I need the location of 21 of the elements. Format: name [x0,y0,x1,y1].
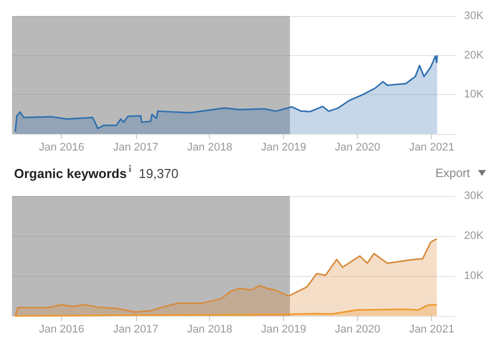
x-tick-label: Jan 2019 [260,142,306,154]
x-tick-label: Jan 2018 [187,324,232,336]
x-tick-label: Jan 2016 [38,142,84,154]
x-tick-label: Jan 2019 [260,324,306,336]
chart-title: Organic keywords [14,166,127,180]
x-tick-label: Jan 2017 [113,324,158,336]
chart-subtitle: 19,370 [138,166,178,180]
x-tick-label: Jan 2016 [38,324,84,336]
y-tick-label: 30K [464,10,484,22]
x-tick-label: Jan 2020 [334,142,380,154]
x-tick-label: Jan 2018 [187,142,232,154]
text: Export [435,166,470,180]
x-tick-label: Jan 2021 [409,324,454,336]
x-tick-label: Jan 2021 [409,142,454,154]
x-tick-label: Jan 2017 [113,142,158,154]
y-tick-label: 20K [464,230,484,242]
y-tick-label: 20K [464,49,484,62]
y-tick-label: 10K [464,88,484,101]
y-tick-label: 30K [464,190,484,202]
y-tick-label: 10K [464,270,484,282]
x-tick-label: Jan 2020 [334,324,380,336]
